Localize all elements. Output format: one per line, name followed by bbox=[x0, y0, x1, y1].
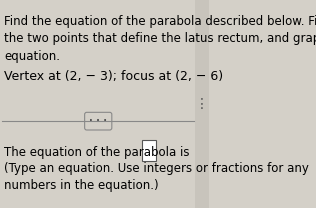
FancyBboxPatch shape bbox=[195, 0, 209, 208]
Text: The equation of the parabola is: The equation of the parabola is bbox=[4, 146, 190, 158]
Text: (Type an equation. Use integers or fractions for any: (Type an equation. Use integers or fract… bbox=[4, 162, 309, 175]
FancyBboxPatch shape bbox=[85, 112, 112, 130]
Text: numbers in the equation.): numbers in the equation.) bbox=[4, 179, 159, 192]
FancyBboxPatch shape bbox=[142, 140, 156, 161]
Text: the two points that define the latus rectum, and graph the: the two points that define the latus rec… bbox=[4, 32, 316, 45]
Text: Find the equation of the parabola described below. Find: Find the equation of the parabola descri… bbox=[4, 15, 316, 27]
Text: Vertex at (2, − 3); focus at (2, − 6): Vertex at (2, − 3); focus at (2, − 6) bbox=[4, 70, 223, 83]
Text: · · ·: · · · bbox=[89, 116, 107, 126]
Text: equation.: equation. bbox=[4, 50, 60, 63]
Text: ⋮: ⋮ bbox=[195, 97, 209, 111]
